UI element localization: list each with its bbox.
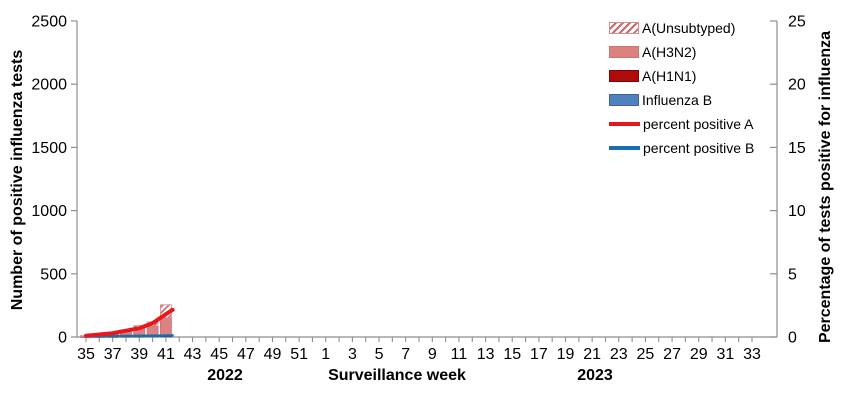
y-axis-right-tick-label: 20 (788, 77, 806, 94)
x-axis-title: Surveillance week (328, 367, 466, 384)
legend-label: percent positive B (643, 140, 755, 156)
y-axis-left-tick-label: 1500 (31, 140, 67, 157)
percent-positive-b-line (84, 334, 174, 338)
x-axis-tick-label: 23 (610, 346, 628, 363)
y-axis-left: 0 500 1000 1500 2000 2500 (31, 14, 77, 347)
legend-item-a-h1n1: A(H1N1) (609, 64, 754, 88)
y-axis-left-tick-label: 500 (40, 266, 67, 283)
x-axis-tick-label: 7 (401, 346, 410, 363)
a-h3n2-swatch-icon (609, 46, 639, 58)
percent-positive-a-line (84, 307, 175, 338)
legend-item-influenza-b: Influenza B (609, 88, 754, 112)
x-axis-tick-label: 29 (690, 346, 708, 363)
legend-label: percent positive A (643, 116, 754, 132)
x-axis-tick-label: 17 (530, 346, 548, 363)
y-axis-left-tick-label: 2000 (31, 77, 67, 94)
legend-item-percent-positive-b: percent positive B (609, 136, 754, 160)
a-unsubtyped-swatch-icon (609, 22, 639, 34)
y-axis-left-tick-label: 1000 (31, 203, 67, 220)
x-axis-tick-label: 11 (451, 346, 468, 363)
x-axis-tick-label: 13 (477, 346, 495, 363)
x-axis-tick-label: 9 (428, 346, 437, 363)
legend: A(Unsubtyped) A(H3N2) A(H1N1) Influenza … (609, 16, 754, 160)
legend-label: A(H3N2) (642, 44, 697, 60)
x-axis-tick-label: 35 (77, 346, 95, 363)
x-axis-tick-label: 43 (184, 346, 202, 363)
axes (76, 21, 778, 338)
year-label-2023: 2023 (577, 367, 613, 384)
y-axis-left-tick-label: 0 (58, 330, 67, 347)
x-axis-tick-label: 45 (210, 346, 228, 363)
bar-segment-a_h3n2 (160, 317, 172, 337)
x-axis-tick-label: 1 (321, 346, 330, 363)
a-h1n1-swatch-icon (609, 70, 639, 82)
x-axis-tick-label: 27 (663, 346, 681, 363)
legend-label: A(H1N1) (642, 68, 697, 84)
year-label-2022: 2022 (207, 367, 243, 384)
y-axis-title-right: Percentage of tests positive for influen… (817, 30, 834, 344)
x-axis-tick-label: 3 (348, 346, 357, 363)
percent-positive-a-line-icon (609, 122, 640, 126)
legend-label: A(Unsubtyped) (642, 20, 736, 36)
y-axis-right-tick-label: 0 (788, 330, 797, 347)
x-axis-tick-label: 47 (237, 346, 255, 363)
legend-label: Influenza B (642, 92, 713, 108)
y-axis-left-tick-label: 2500 (31, 14, 67, 31)
percent-positive-b-line-icon (609, 146, 640, 150)
x-axis-tick-label: 5 (375, 346, 384, 363)
x-axis-tick-label: 33 (743, 346, 761, 363)
y-axis-right-tick-label: 25 (788, 14, 806, 31)
x-axis-tick-label: 21 (583, 346, 601, 363)
x-axis-tick-label: 49 (264, 346, 282, 363)
x-axis-tick-label: 39 (130, 346, 148, 363)
influenza-b-swatch-icon (609, 94, 639, 106)
legend-item-a-h3n2: A(H3N2) (609, 40, 754, 64)
y-axis-title-left: Number of positive influenza tests (9, 49, 26, 311)
legend-item-percent-positive-a: percent positive A (609, 112, 754, 136)
y-axis-right-tick-label: 5 (788, 266, 797, 283)
x-axis-tick-label: 37 (104, 346, 122, 363)
y-axis-right-tick-label: 15 (788, 140, 806, 157)
y-axis-right-tick-label: 10 (788, 203, 806, 220)
x-axis-tick-label: 25 (637, 346, 655, 363)
y-axis-right: 0 5 10 15 20 25 (770, 14, 806, 347)
legend-item-a-unsubtyped: A(Unsubtyped) (609, 16, 754, 40)
x-axis: 35 37 39 41 43 45 47 49 51 1 3 5 7 9 11 13 15 17 19 21 23 25 2… (77, 337, 761, 363)
x-axis-tick-label: 15 (503, 346, 521, 363)
x-axis-tick-label: 19 (557, 346, 575, 363)
x-axis-tick-label: 51 (290, 346, 308, 363)
x-axis-tick-label: 31 (716, 346, 734, 363)
x-axis-tick-label: 41 (157, 346, 175, 363)
